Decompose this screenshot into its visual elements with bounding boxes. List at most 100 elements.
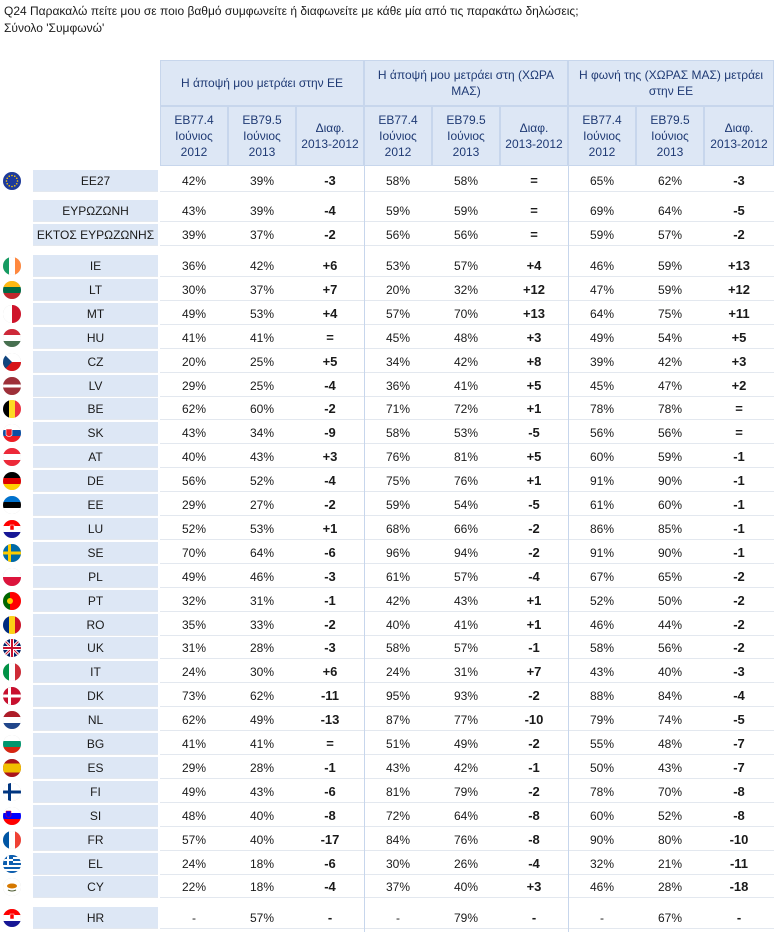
value-cell: 49% xyxy=(160,565,228,588)
diff-cell: -5 xyxy=(500,422,568,445)
diff-cell: -1 xyxy=(500,637,568,660)
value-cell: 58% xyxy=(364,170,432,192)
column-header: EB79.5 Ιούνιος 2013 xyxy=(228,106,296,166)
table-row: PT 32% 31% -1 42% 43% +1 52% 50% -2 xyxy=(0,589,778,612)
diff-cell: +11 xyxy=(704,302,774,325)
value-cell: 58% xyxy=(364,422,432,445)
table-row: PL 49% 46% -3 61% 57% -4 67% 65% -2 xyxy=(0,565,778,588)
value-cell: 39% xyxy=(568,350,636,373)
value-cell: 22% xyxy=(160,876,228,899)
value-cell: 46% xyxy=(228,565,296,588)
diff-cell: = xyxy=(296,326,364,349)
diff-cell: -1 xyxy=(296,589,364,612)
diff-cell: = xyxy=(500,170,568,192)
value-cell: 59% xyxy=(568,223,636,246)
column-header: EB77.4 Ιούνιος 2012 xyxy=(160,106,228,166)
value-cell: 88% xyxy=(568,685,636,708)
value-cell: 18% xyxy=(228,876,296,899)
value-cell: 57% xyxy=(160,828,228,851)
column-header: Διαφ. 2013-2012 xyxy=(704,106,774,166)
diff-cell: -2 xyxy=(296,223,364,246)
value-cell: 24% xyxy=(160,661,228,684)
diff-cell: -13 xyxy=(296,709,364,732)
diff-cell: -3 xyxy=(296,565,364,588)
value-cell: 43% xyxy=(568,661,636,684)
diff-cell: -1 xyxy=(704,541,774,564)
diff-cell: -7 xyxy=(704,756,774,779)
value-cell: 56% xyxy=(636,637,704,660)
value-cell: 41% xyxy=(432,613,500,636)
value-cell: 35% xyxy=(160,613,228,636)
value-cell: 54% xyxy=(432,494,500,516)
value-cell: 45% xyxy=(364,326,432,349)
diff-cell: +13 xyxy=(500,302,568,325)
value-cell: 21% xyxy=(636,852,704,875)
table-row: FR 57% 40% -17 84% 76% -8 90% 80% -10 xyxy=(0,828,778,851)
column-header: Διαφ. 2013-2012 xyxy=(500,106,568,166)
country-label: SI xyxy=(33,804,158,827)
value-cell: 39% xyxy=(228,200,296,222)
value-cell: 62% xyxy=(228,685,296,708)
value-cell: 45% xyxy=(568,374,636,397)
value-cell: 66% xyxy=(432,517,500,540)
diff-cell: +1 xyxy=(500,398,568,421)
value-cell: 43% xyxy=(636,756,704,779)
diff-cell: +3 xyxy=(704,350,774,373)
value-cell: 79% xyxy=(432,907,500,929)
country-label: ΕΚΤΟΣ ΕΥΡΩΖΩΝΗΣ xyxy=(33,223,158,246)
slovakia-flag-icon xyxy=(3,424,21,443)
uk-flag-icon xyxy=(3,639,21,658)
value-cell: 36% xyxy=(160,255,228,277)
value-cell: 32% xyxy=(432,278,500,301)
diff-cell: +4 xyxy=(500,255,568,277)
value-cell: 53% xyxy=(364,255,432,277)
poland-flag-icon xyxy=(3,567,21,586)
diff-cell: -8 xyxy=(500,804,568,827)
value-cell: 59% xyxy=(636,446,704,469)
table-row: LV 29% 25% -4 36% 41% +5 45% 47% +2 xyxy=(0,374,778,397)
country-label: LV xyxy=(33,374,158,397)
table-row: IE 36% 42% +6 53% 57% +4 46% 59% +13 xyxy=(0,255,778,277)
value-cell: 61% xyxy=(364,565,432,588)
value-cell: 85% xyxy=(636,517,704,540)
hungary-flag-icon xyxy=(3,328,21,347)
value-cell: 78% xyxy=(636,398,704,421)
group-header: Η άποψή μου μετράει στην ΕΕ xyxy=(160,60,364,106)
value-cell: 56% xyxy=(160,470,228,493)
value-cell: 86% xyxy=(568,517,636,540)
value-cell: 90% xyxy=(568,828,636,851)
table-row: LU 52% 53% +1 68% 66% -2 86% 85% -1 xyxy=(0,517,778,540)
greece-flag-icon xyxy=(3,854,21,873)
table-row: ΕΚΤΟΣ ΕΥΡΩΖΩΝΗΣ 39% 37% -2 56% 56% = 59% 57% -2 xyxy=(0,223,778,246)
diff-cell: -4 xyxy=(296,470,364,493)
value-cell: 31% xyxy=(160,637,228,660)
group-divider xyxy=(568,60,569,932)
diff-cell: = xyxy=(500,223,568,246)
spain-flag-icon xyxy=(3,758,21,777)
country-label: FI xyxy=(33,780,158,803)
value-cell: 42% xyxy=(228,255,296,277)
value-cell: 52% xyxy=(636,804,704,827)
value-cell: 34% xyxy=(228,422,296,445)
diff-cell: +1 xyxy=(500,613,568,636)
value-cell: 58% xyxy=(432,170,500,192)
value-cell: 50% xyxy=(568,756,636,779)
value-cell: 78% xyxy=(568,780,636,803)
country-label: DE xyxy=(33,470,158,493)
value-cell: 43% xyxy=(228,780,296,803)
value-cell: 58% xyxy=(364,637,432,660)
diff-cell: -4 xyxy=(296,200,364,222)
diff-cell: -4 xyxy=(296,876,364,899)
value-cell: 53% xyxy=(228,302,296,325)
diff-cell: -2 xyxy=(500,685,568,708)
diff-cell: -8 xyxy=(704,780,774,803)
value-cell: 37% xyxy=(364,876,432,899)
value-cell: 34% xyxy=(364,350,432,373)
malta-flag-icon xyxy=(3,304,21,323)
croatia-flag-icon xyxy=(3,519,21,538)
value-cell: 47% xyxy=(636,374,704,397)
diff-cell: +12 xyxy=(500,278,568,301)
value-cell: 36% xyxy=(364,374,432,397)
germany-flag-icon xyxy=(3,472,21,491)
value-cell: 93% xyxy=(432,685,500,708)
